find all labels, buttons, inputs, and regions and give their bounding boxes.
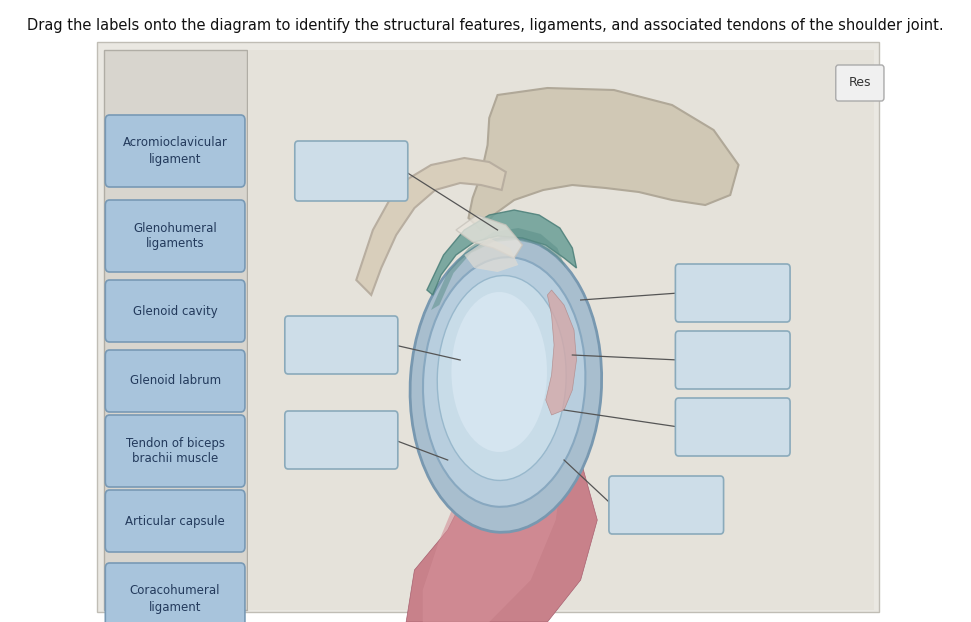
FancyBboxPatch shape [104, 50, 247, 610]
FancyBboxPatch shape [105, 490, 245, 552]
FancyBboxPatch shape [105, 415, 245, 487]
Ellipse shape [423, 257, 586, 507]
FancyBboxPatch shape [105, 200, 245, 272]
FancyBboxPatch shape [105, 115, 245, 187]
Text: Glenoid labrum: Glenoid labrum [129, 374, 220, 388]
FancyBboxPatch shape [676, 331, 790, 389]
Text: Tendon of biceps
brachii muscle: Tendon of biceps brachii muscle [125, 437, 224, 465]
Ellipse shape [410, 238, 602, 532]
Text: Coracohumeral
ligament: Coracohumeral ligament [130, 585, 220, 613]
Ellipse shape [437, 276, 566, 480]
FancyBboxPatch shape [105, 350, 245, 412]
Polygon shape [456, 215, 522, 258]
Text: Res: Res [849, 77, 871, 90]
FancyBboxPatch shape [676, 398, 790, 456]
FancyBboxPatch shape [295, 141, 408, 201]
Polygon shape [431, 228, 566, 310]
Polygon shape [464, 238, 519, 272]
Text: Articular capsule: Articular capsule [125, 514, 225, 527]
Text: Acromioclavicular
ligament: Acromioclavicular ligament [122, 136, 227, 165]
FancyBboxPatch shape [609, 476, 723, 534]
Text: Glenohumeral
ligaments: Glenohumeral ligaments [133, 221, 217, 251]
FancyBboxPatch shape [836, 65, 884, 101]
FancyBboxPatch shape [97, 42, 879, 612]
FancyBboxPatch shape [285, 316, 398, 374]
Polygon shape [546, 290, 577, 415]
FancyBboxPatch shape [105, 280, 245, 342]
Polygon shape [468, 88, 739, 230]
Polygon shape [427, 210, 577, 295]
Polygon shape [356, 158, 506, 295]
Ellipse shape [452, 292, 547, 452]
Polygon shape [422, 390, 564, 622]
Text: Glenoid cavity: Glenoid cavity [133, 305, 218, 317]
Polygon shape [406, 400, 597, 622]
FancyBboxPatch shape [249, 50, 874, 610]
FancyBboxPatch shape [105, 563, 245, 622]
FancyBboxPatch shape [676, 264, 790, 322]
Text: Drag the labels onto the diagram to identify the structural features, ligaments,: Drag the labels onto the diagram to iden… [27, 18, 944, 33]
FancyBboxPatch shape [285, 411, 398, 469]
